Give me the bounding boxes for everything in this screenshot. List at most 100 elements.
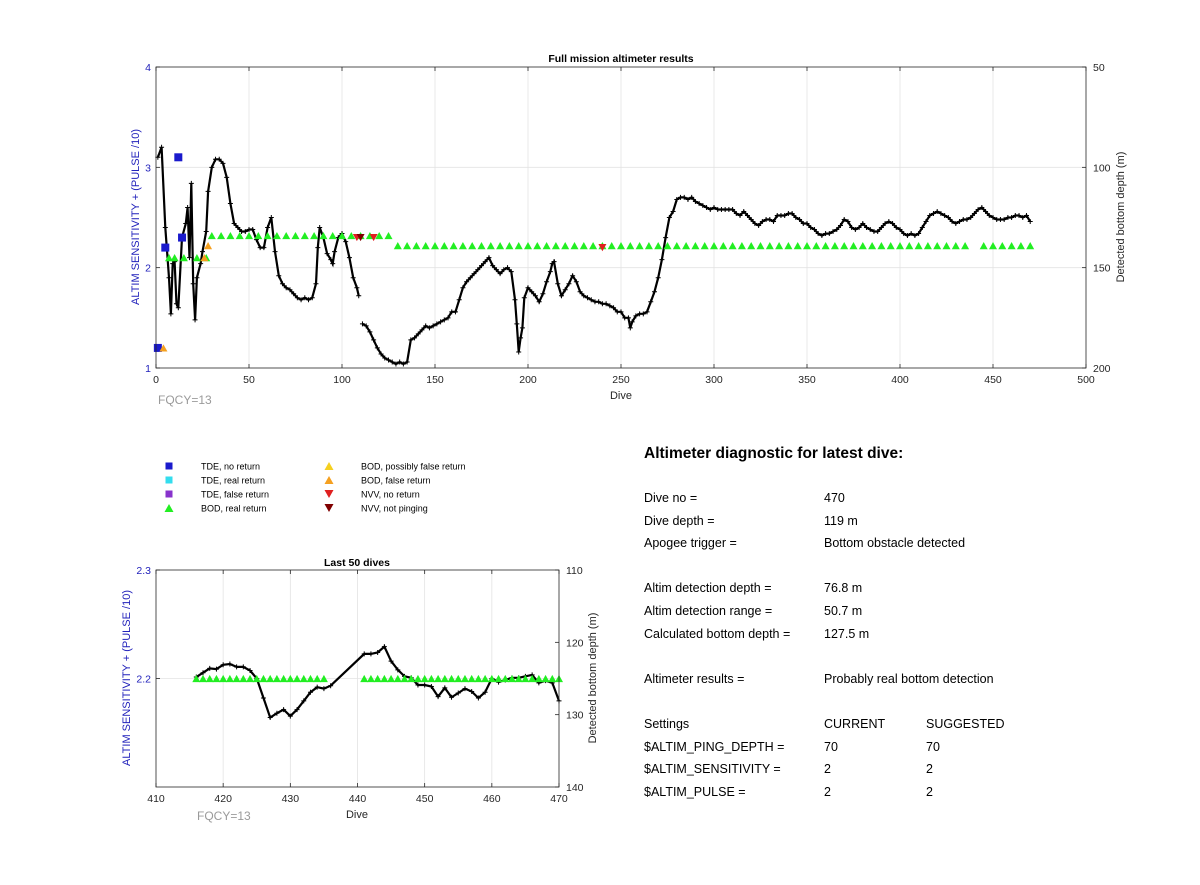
bottom-bod-real-return-marker [219,674,228,683]
top-bottom-depth-point [990,215,996,220]
bottom-bod-real-return-marker [266,674,275,683]
top-ytick-label: 1 [145,363,151,375]
top-bod-real-return-marker [886,241,895,250]
top-bod-real-return-marker [170,254,179,262]
bottom-y2tick-label: 130 [566,710,584,722]
top-bod-real-return-marker [375,231,384,240]
bottom-xtick-label: 460 [483,793,501,805]
bottom-bottom-depth-point [200,670,206,676]
bottom-bod-real-return-marker [427,674,436,683]
bottom-xtick-label: 430 [282,793,300,805]
bottom-bottom-depth-point [227,661,233,667]
top-bod-real-return-marker [961,241,970,250]
top-bottom-depth-point [573,279,579,285]
legend-label: NVV, not pinging [361,504,428,514]
calculated-bottom-depth-value: 127.5 m [824,626,870,641]
bottom-chart-title: Last 50 dives [324,557,390,569]
bottom-bod-real-return-marker [460,674,469,683]
legend-label: BOD, false return [361,476,431,486]
top-bottom-depth-point [964,217,970,223]
top-bottom-depth-point [704,204,710,210]
bottom-xtick-label: 410 [147,793,165,805]
top-bottom-depth-point [479,263,484,269]
top-bottom-depth-point [819,233,825,239]
top-nvv-no-return-marker [369,233,378,242]
top-bod-real-return-marker [431,241,439,250]
bottom-bod-real-return-marker [407,674,416,683]
bottom-bottom-depth-point [287,713,293,719]
bottom-bod-real-return-marker [380,674,389,683]
top-bod-real-return-marker [300,231,309,240]
top-bottom-depth-point [577,289,583,295]
top-bottom-depth-point [445,315,451,321]
top-xtick-label: 50 [243,374,255,386]
top-bottom-depth-point [514,321,520,327]
top-bod-real-return-marker [458,241,467,250]
top-tde-no-return-marker [153,343,162,352]
top-bod-real-return-marker [672,241,681,250]
top-bottom-depth-point [400,361,406,367]
top-bottom-depth-point [562,287,568,293]
top-bottom-depth-point [471,271,477,277]
bottom-bottom-depth-point [240,664,246,670]
top-bottom-depth-point [350,275,356,281]
top-bottom-depth-point [343,239,349,245]
top-bod-real-return-marker [1026,241,1035,250]
top-bod-real-return-marker [663,241,672,250]
bottom-bod-real-return-marker [259,674,268,683]
top-bod-real-return-marker [868,241,877,250]
top-bottom-depth-point [486,255,492,261]
top-bottom-depth-point [730,206,736,212]
bottom-bod-real-return-marker [514,674,523,683]
top-bottom-depth-point [374,345,380,351]
top-bottom-depth-point [359,321,365,327]
top-bottom-depth-point [551,259,557,265]
legend-label: BOD, real return [201,504,267,514]
pulse-suggested: 2 [926,784,933,799]
top-bottom-depth-point [302,295,308,301]
top-bod-real-return-marker [486,241,495,250]
top-bottom-depth-point [190,281,196,287]
bottom-chart-fqcy-annotation: FQCY=13 [197,809,251,823]
top-bottom-depth-point [423,323,429,329]
altimeter-diagnostic-panel: Altimeter diagnostic for latest dive: Di… [644,445,1104,803]
bottom-bod-real-return-marker [360,674,369,683]
top-xtick-label: 0 [153,374,159,386]
top-bottom-depth-point [596,299,602,305]
bottom-bod-real-return-marker [467,674,476,683]
bottom-bod-real-return-marker [239,674,248,683]
top-bottom-depth-point [901,231,907,237]
bottom-bottom-depth-point [247,668,253,674]
top-bottom-depth-point [934,208,940,214]
top-bottom-depth-point [363,323,369,329]
calculated-bottom-depth-label: Calculated bottom depth = [644,626,791,641]
top-bottom-depth-point [309,295,315,301]
legend-marker [165,462,173,470]
top-bod-real-return-marker [617,241,625,250]
top-bottom-depth-point [378,351,384,357]
legend-label: TDE, no return [201,462,260,472]
bottom-bottom-depth-point [368,651,374,657]
ping-depth-row: $ALTIM_PING_DEPTH = 70 70 [644,736,1104,759]
top-bod-real-return-marker [328,231,337,240]
bottom-bottom-depth-point [435,694,441,700]
top-bottom-depth-point [904,233,910,239]
top-y2tick-label: 150 [1093,263,1111,275]
top-bod-real-return-marker [877,241,886,250]
top-bottom-depth-point [767,217,773,223]
top-bottom-depth-point [942,212,948,218]
bottom-chart-ticks: 410 420 430 440 450 460 470 2.2 2.3 110 120 130 140 [136,565,583,805]
top-y2tick-label: 50 [1093,62,1105,74]
top-bottom-depth-point [983,208,989,214]
apogee-trigger-label: Apogee trigger = [644,536,737,551]
top-bod-real-return-marker [998,241,1007,250]
bottom-bottom-depth-point [207,665,213,671]
top-bottom-depth-point [389,359,395,365]
top-bod-real-return-marker [179,254,188,262]
top-bod-real-return-marker [905,241,914,250]
bottom-bottom-depth-point [220,662,226,668]
top-bod-real-return-marker [533,241,542,250]
